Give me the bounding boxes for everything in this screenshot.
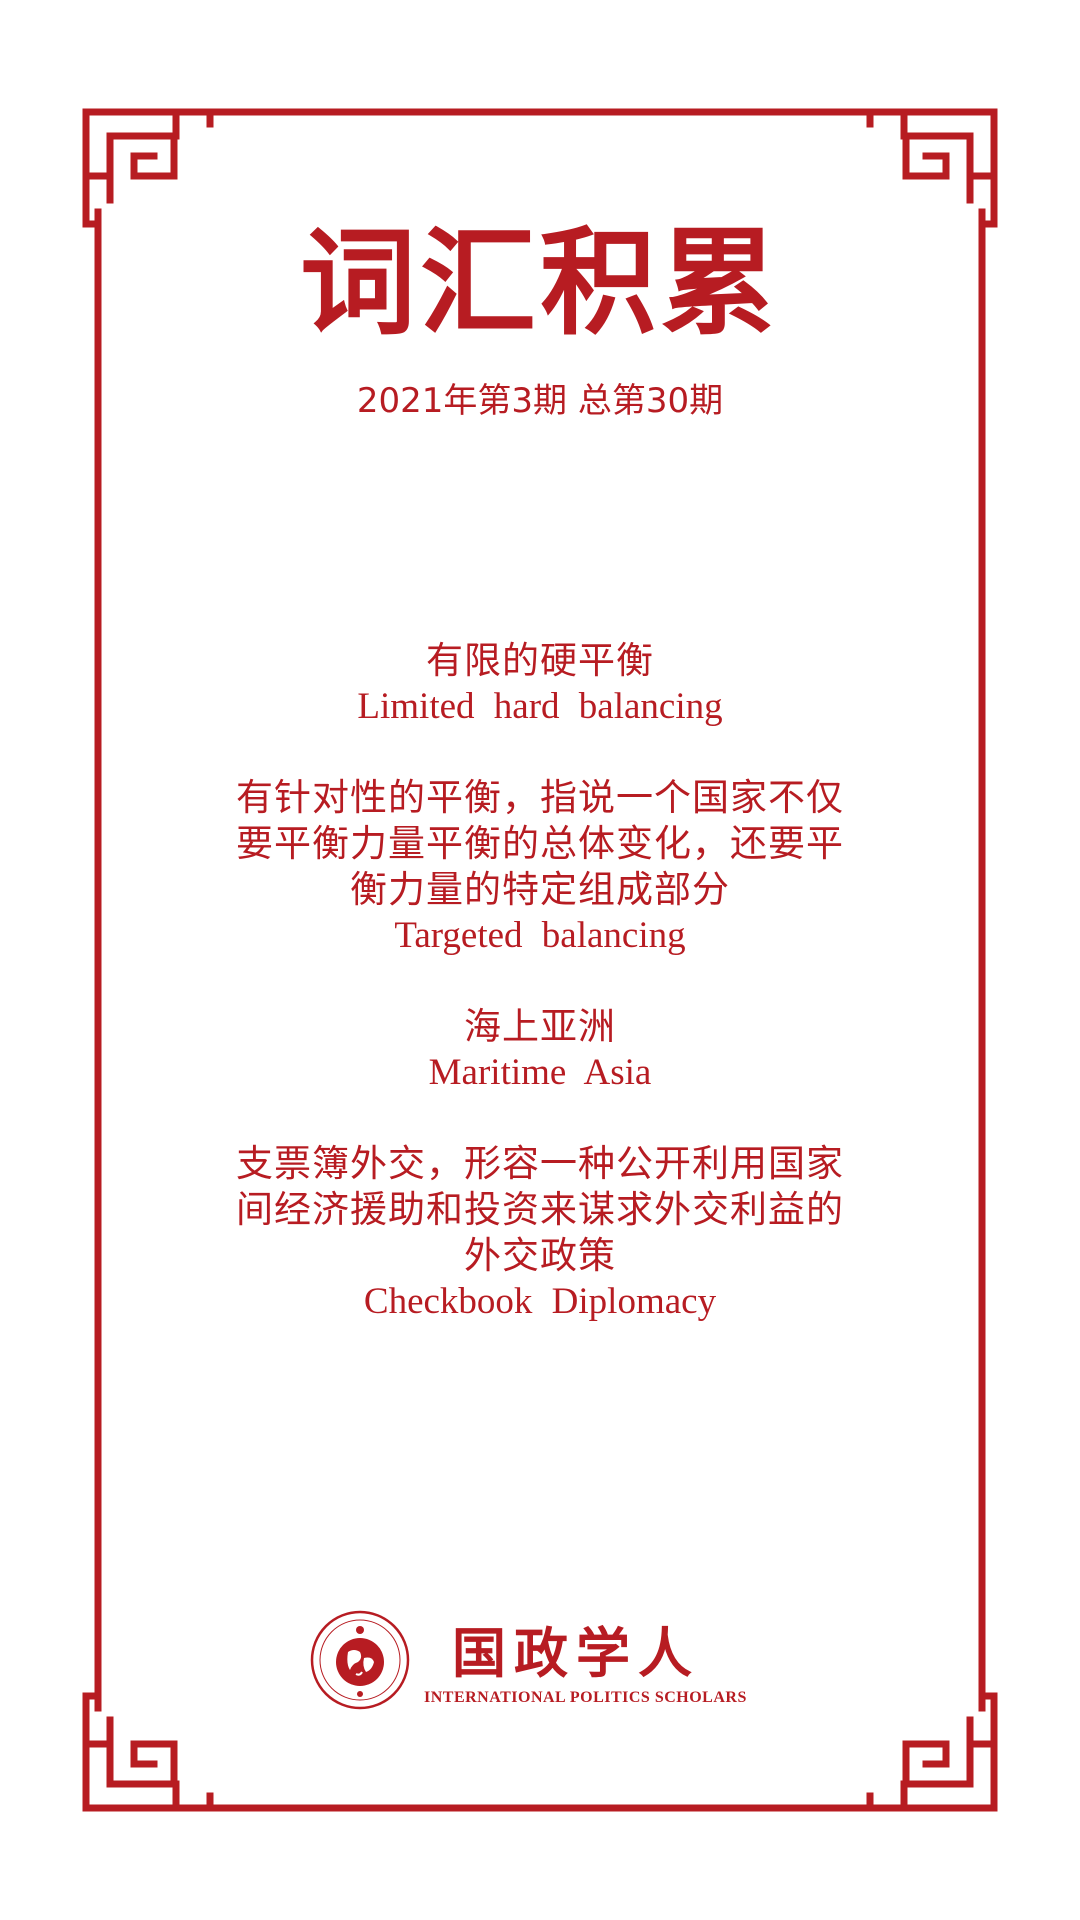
page-title: 词汇积累 [300, 215, 780, 351]
entry-chinese-line: 支票簿外交，形容一种公开利用国家 [236, 1142, 844, 1185]
entry-chinese-line: 外交政策 [464, 1234, 616, 1277]
vocabulary-list: 有限的硬平衡 Limited hard balancing 有针对性的平衡，指说… [190, 638, 890, 1370]
entry-chinese: 有限的硬平衡 [426, 639, 654, 682]
vocab-entry: 海上亚洲 Maritime Asia [190, 1004, 890, 1096]
vocab-entry: 有针对性的平衡，指说一个国家不仅 要平衡力量平衡的总体变化，还要平 衡力量的特定… [190, 775, 890, 959]
entry-english: Limited hard balancing [357, 686, 723, 727]
globe-seal-icon [310, 1610, 410, 1710]
vocab-entry: 支票簿外交，形容一种公开利用国家 间经济援助和投资来谋求外交利益的 外交政策 C… [190, 1141, 890, 1325]
fret-corner-ornament [82, 108, 214, 228]
entry-chinese-line: 间经济援助和投资来谋求外交利益的 [236, 1188, 844, 1231]
entry-english: Checkbook Diplomacy [363, 1281, 717, 1322]
brand-name: 国政学人 [452, 1621, 700, 1685]
vocab-entry: 有限的硬平衡 Limited hard balancing [190, 638, 890, 730]
brand-english-name: INTERNATIONAL POLITICS SCHOLARS [424, 1689, 747, 1706]
entry-chinese: 海上亚洲 [464, 1005, 616, 1048]
issue-number: 2021年第3期 总第30期 [356, 381, 724, 421]
entry-chinese-line: 要平衡力量平衡的总体变化，还要平 [236, 822, 844, 865]
entry-chinese-line: 衡力量的特定组成部分 [350, 868, 730, 911]
entry-english: Targeted balancing [394, 915, 686, 956]
entry-chinese-line: 有针对性的平衡，指说一个国家不仅 [236, 776, 844, 819]
entry-english: Maritime Asia [428, 1052, 652, 1093]
